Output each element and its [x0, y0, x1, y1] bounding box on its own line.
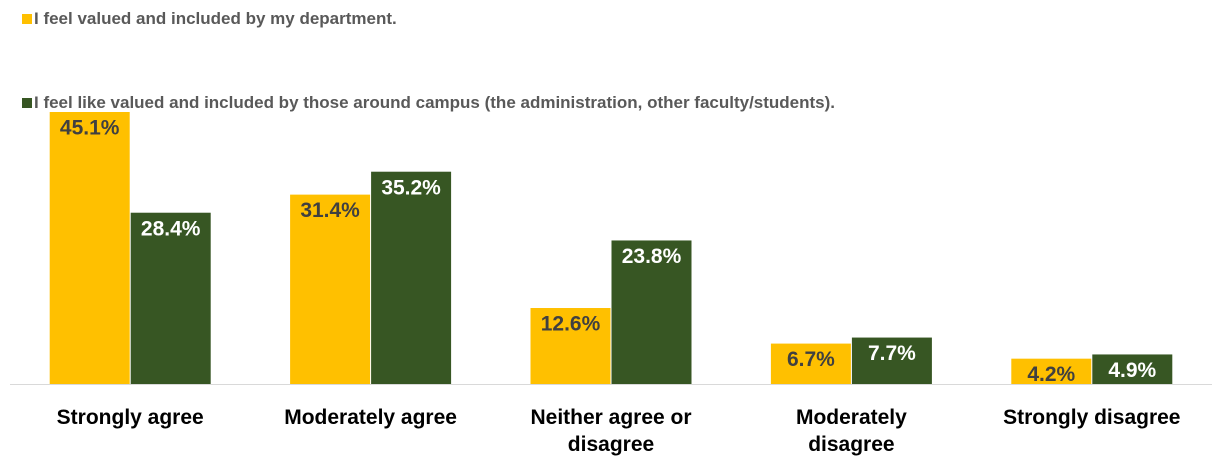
data-label-series2-cat4: 7.7%	[868, 342, 916, 365]
data-label-series2-cat1: 28.4%	[141, 217, 201, 240]
data-label-series2-cat5: 4.9%	[1108, 359, 1156, 382]
data-label-series1-cat3: 12.6%	[541, 313, 601, 336]
category-label-2: Moderately agree	[284, 406, 457, 429]
bar-series1-cat5	[1011, 358, 1092, 384]
data-label-series1-cat5: 4.2%	[1027, 363, 1075, 386]
category-label-line: Moderately agree	[284, 406, 457, 429]
data-label-series1-cat1: 45.1%	[60, 117, 120, 140]
data-label-series1-cat4: 6.7%	[787, 348, 835, 371]
legend-item-campus: I feel like valued and included by those…	[22, 93, 835, 113]
legend-label-department: I feel valued and included by my departm…	[34, 9, 397, 28]
legend-swatch-department	[22, 14, 32, 24]
category-label-line: Neither agree or	[530, 406, 691, 429]
bar-series1-cat2	[290, 194, 371, 384]
data-label-series2-cat3: 23.8%	[622, 245, 682, 268]
legend-label-campus: I feel like valued and included by those…	[34, 93, 836, 112]
bar-series1-cat3	[530, 308, 611, 384]
category-label-line: Strongly agree	[57, 406, 204, 429]
bar-series1-cat4	[770, 343, 851, 384]
bar-series1-cat1	[49, 112, 130, 384]
category-label-4: Moderately disagree	[796, 406, 907, 456]
category-label-line: Moderately	[796, 406, 907, 429]
category-label-5: Strongly disagree	[1003, 406, 1180, 429]
bar-series2-cat1	[130, 212, 211, 384]
category-label-3: Neither agree or disagree	[530, 406, 691, 456]
bar-series2-cat3	[611, 240, 692, 384]
legend-swatch-campus	[22, 98, 32, 108]
category-label-line: Strongly disagree	[1003, 406, 1180, 429]
legend-item-department: I feel valued and included by my departm…	[22, 9, 397, 29]
data-label-series1-cat2: 31.4%	[300, 199, 360, 222]
category-label-line: disagree	[808, 433, 894, 456]
category-label-1: Strongly agree	[57, 406, 204, 429]
category-label-line: disagree	[568, 433, 654, 456]
bar-series2-cat5	[1092, 354, 1173, 384]
data-label-series2-cat2: 35.2%	[381, 176, 441, 199]
bar-series2-cat4	[851, 337, 932, 384]
bar-series2-cat2	[371, 171, 452, 384]
